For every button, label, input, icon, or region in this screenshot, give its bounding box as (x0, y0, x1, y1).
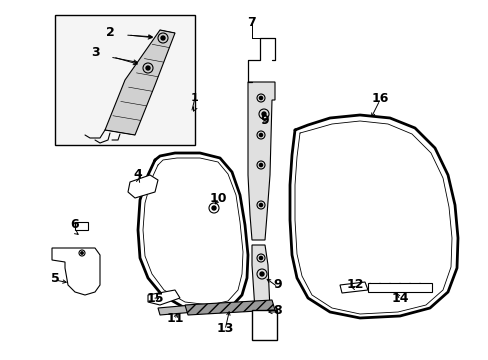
Polygon shape (247, 82, 274, 240)
Bar (55, 15, 195, 145)
Polygon shape (251, 245, 269, 310)
Text: 15: 15 (146, 292, 163, 305)
Circle shape (259, 203, 262, 207)
Text: 1: 1 (191, 93, 199, 103)
Text: 12: 12 (346, 279, 363, 292)
Text: 8: 8 (273, 303, 282, 316)
Circle shape (81, 252, 83, 254)
Polygon shape (105, 30, 175, 135)
Polygon shape (52, 248, 100, 295)
Text: 9: 9 (260, 113, 269, 126)
Text: 9: 9 (273, 279, 282, 292)
Text: 4: 4 (133, 168, 142, 181)
Text: 11: 11 (166, 311, 183, 324)
Bar (251, 310, 276, 340)
Text: 14: 14 (390, 292, 408, 305)
Circle shape (259, 163, 262, 167)
Circle shape (259, 256, 262, 260)
Text: 2: 2 (105, 26, 114, 39)
Circle shape (260, 272, 264, 276)
Circle shape (161, 36, 164, 40)
Text: 16: 16 (370, 91, 388, 104)
Polygon shape (367, 283, 431, 292)
Text: 6: 6 (71, 219, 79, 231)
Circle shape (259, 134, 262, 136)
Text: 3: 3 (90, 46, 99, 59)
Circle shape (146, 66, 150, 70)
Text: 5: 5 (51, 271, 59, 284)
Polygon shape (148, 290, 180, 305)
Polygon shape (75, 222, 88, 230)
Circle shape (262, 112, 265, 116)
Polygon shape (184, 300, 274, 315)
Text: 13: 13 (216, 321, 233, 334)
Polygon shape (128, 175, 158, 198)
Circle shape (212, 206, 216, 210)
Circle shape (259, 96, 262, 100)
Polygon shape (158, 305, 195, 315)
Polygon shape (339, 282, 367, 293)
Text: 7: 7 (247, 15, 256, 28)
Text: 10: 10 (209, 192, 226, 204)
